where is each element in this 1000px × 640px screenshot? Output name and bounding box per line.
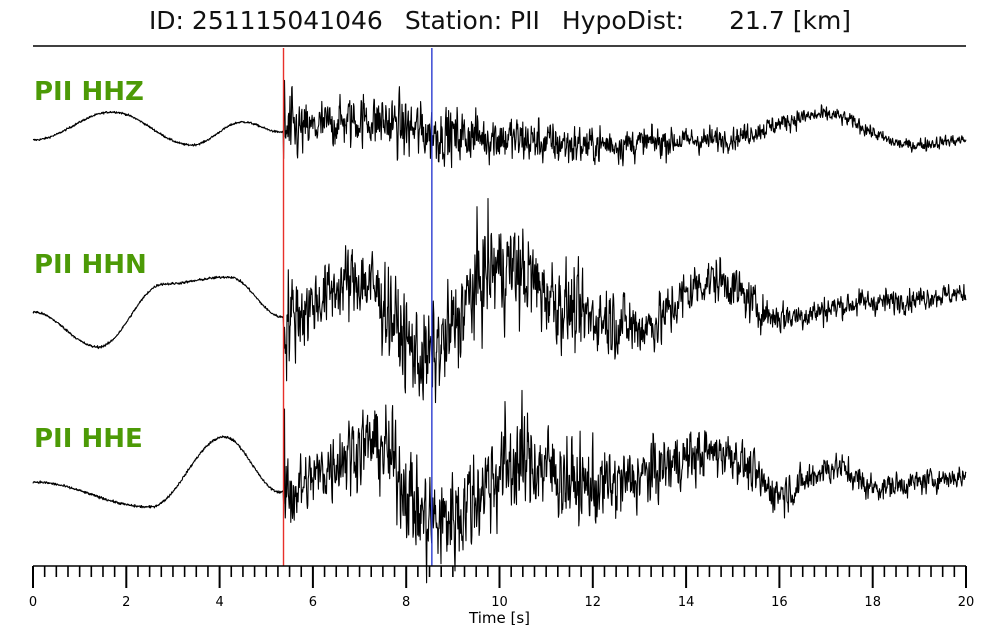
trace-pii-hhz: [32, 79, 967, 169]
x-tick-label: 2: [122, 595, 130, 610]
channel-label: PII HHN: [34, 250, 147, 280]
x-tick-label: 20: [958, 595, 975, 610]
x-tick-label: 18: [864, 595, 881, 610]
station-name: Station: PII: [404, 6, 540, 35]
x-tick-label: 0: [29, 595, 37, 610]
x-tick-label: 10: [491, 595, 508, 610]
channel-label: PII HHZ: [34, 77, 144, 107]
event-id: ID: 251115041046: [148, 6, 383, 35]
trace-pii-hhn: [32, 197, 967, 404]
x-axis-label: Time [s]: [468, 609, 530, 627]
x-tick-label: 16: [771, 595, 788, 610]
trace-pii-hhe: [32, 389, 967, 584]
x-tick-label: 14: [678, 595, 695, 610]
x-tick-label: 12: [585, 595, 602, 610]
x-tick-label: 8: [402, 595, 410, 610]
hypodist-value: 21.7 [km]: [729, 6, 852, 35]
x-tick-label: 6: [309, 595, 317, 610]
x-tick-label: 4: [215, 595, 223, 610]
channel-label: PII HHE: [34, 424, 143, 454]
chart-title: ID: 251115041046 Station: PII HypoDist: 21.…: [0, 6, 1000, 35]
hypodist-label: HypoDist:: [561, 6, 685, 35]
